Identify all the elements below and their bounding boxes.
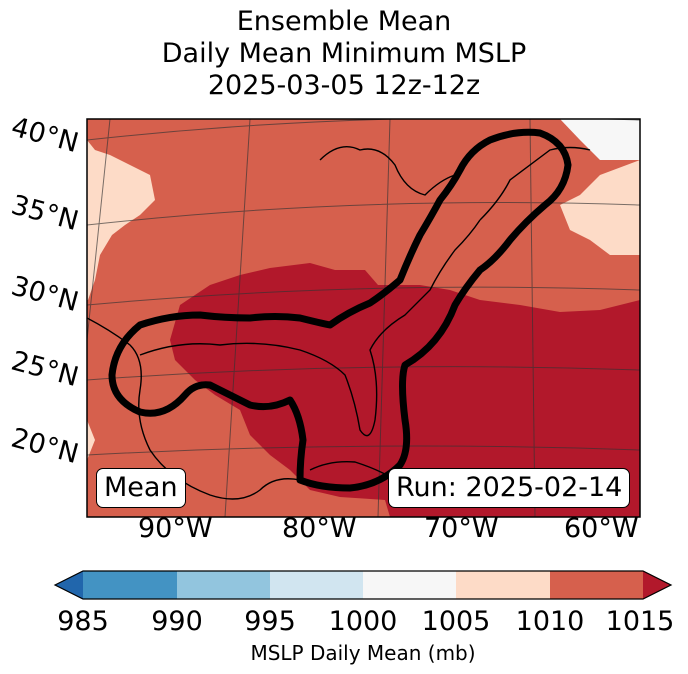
lon-label-70w: 70°W [424,513,499,544]
pressure-field-1005-east [560,160,640,255]
title-line-1: Ensemble Mean [236,6,452,37]
mean-label-box: Mean [96,468,186,508]
lon-label-60w: 60°W [564,513,639,544]
title-line-2: Daily Mean Minimum MSLP [161,38,527,69]
lon-label-90w: 90°W [138,513,213,544]
mslp-contour [108,128,572,492]
colorbar-bin-990 [177,571,270,599]
pressure-field-1005-west-lower [87,420,95,460]
colorbar-over-arrow [643,571,671,599]
colorbar-bin-1005 [456,571,550,599]
colorbar [53,570,673,600]
colorbar-under-arrow [55,571,83,599]
colorbar-tick-1010: 1010 [515,606,585,637]
colorbar-tick-985: 985 [57,606,109,637]
colorbar-tick-1015: 1015 [605,606,675,637]
colorbar-bin-1010 [550,571,643,599]
pressure-field-1000-northeast [560,119,640,160]
colorbar-bin-1000 [363,571,456,599]
colorbar-tick-1000: 1000 [328,606,398,637]
colorbar-tick-995: 995 [244,606,296,637]
colorbar-bin-985 [83,571,177,599]
run-label-box: Run: 2025-02-14 [388,468,631,508]
colorbar-label: MSLP Daily Mean (mb) [250,641,476,665]
colorbar-bin-995 [270,571,363,599]
colorbar-tick-990: 990 [151,606,203,637]
colorbar-tick-1005: 1005 [421,606,491,637]
lon-label-80w: 80°W [282,513,357,544]
title-line-3: 2025-03-05 12z-12z [207,70,481,101]
